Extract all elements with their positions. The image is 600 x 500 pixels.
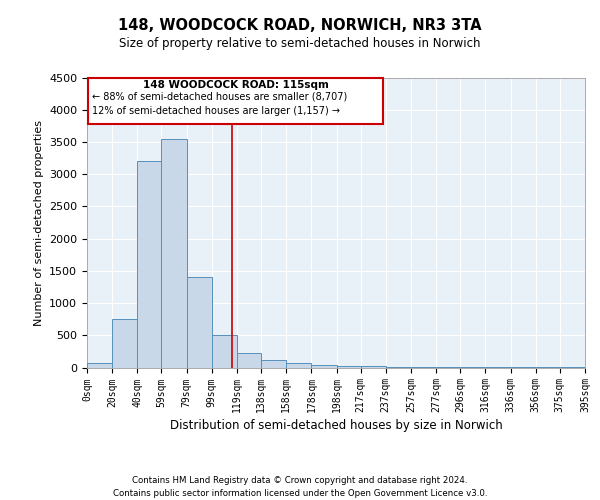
Bar [112,319,137,368]
Bar [261,360,286,368]
Text: 12% of semi-detached houses are larger (1,157) →: 12% of semi-detached houses are larger (… [92,106,340,116]
Bar [361,366,386,368]
Bar [137,162,161,368]
Bar [161,138,187,368]
FancyBboxPatch shape [88,78,383,124]
Bar [386,366,411,368]
Y-axis label: Number of semi-detached properties: Number of semi-detached properties [34,120,44,326]
X-axis label: Distribution of semi-detached houses by size in Norwich: Distribution of semi-detached houses by … [170,420,502,432]
Text: Size of property relative to semi-detached houses in Norwich: Size of property relative to semi-detach… [119,38,481,51]
Bar [237,352,261,368]
Bar [187,278,212,368]
Bar [311,365,337,368]
Text: ← 88% of semi-detached houses are smaller (8,707): ← 88% of semi-detached houses are smalle… [92,92,347,102]
Bar [436,367,460,368]
Bar [286,362,311,368]
Bar [87,362,112,368]
Text: Contains public sector information licensed under the Open Government Licence v3: Contains public sector information licen… [113,489,487,498]
Bar [212,336,237,368]
Bar [411,367,436,368]
Bar [337,366,361,368]
Text: 148, WOODCOCK ROAD, NORWICH, NR3 3TA: 148, WOODCOCK ROAD, NORWICH, NR3 3TA [118,18,482,32]
Text: 148 WOODCOCK ROAD: 115sqm: 148 WOODCOCK ROAD: 115sqm [143,80,329,90]
Text: Contains HM Land Registry data © Crown copyright and database right 2024.: Contains HM Land Registry data © Crown c… [132,476,468,485]
